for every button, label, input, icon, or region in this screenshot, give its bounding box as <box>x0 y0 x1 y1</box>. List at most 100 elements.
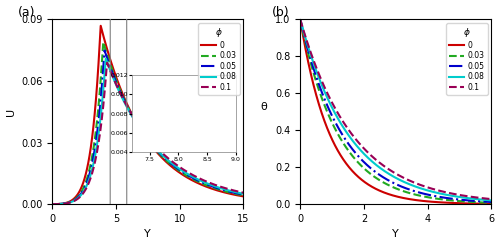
0.08 <box>98 109 104 112</box>
0.08 <box>194 177 200 180</box>
0.05 <box>297 18 303 21</box>
0 <box>177 172 183 174</box>
Line: 0.05: 0.05 <box>52 50 244 204</box>
0 <box>389 194 395 197</box>
0 <box>98 24 103 27</box>
0.08 <box>103 57 109 60</box>
0.03 <box>454 199 460 202</box>
0.05 <box>484 200 490 203</box>
0.1 <box>98 121 104 124</box>
Line: 0.03: 0.03 <box>300 19 492 203</box>
0.03 <box>136 126 142 129</box>
0.03 <box>49 203 55 206</box>
0.1 <box>194 175 200 178</box>
0 <box>454 202 460 205</box>
0.03 <box>388 185 394 188</box>
0.1 <box>83 187 89 190</box>
0 <box>411 198 417 201</box>
0 <box>194 181 200 184</box>
0.05 <box>411 190 417 193</box>
0.05 <box>177 169 183 172</box>
0.08 <box>177 168 183 171</box>
Line: 0.05: 0.05 <box>300 19 492 202</box>
0.03 <box>411 193 417 196</box>
0.05 <box>102 49 107 52</box>
0.08 <box>488 199 494 202</box>
0.1 <box>297 18 303 21</box>
0.08 <box>49 203 55 206</box>
0.05 <box>488 200 494 203</box>
0.1 <box>162 154 168 157</box>
0.05 <box>98 91 104 94</box>
0 <box>49 203 55 206</box>
0.08 <box>388 174 394 177</box>
0.08 <box>411 184 417 187</box>
Legend: 0, 0.03, 0.05, 0.08, 0.1: 0, 0.03, 0.05, 0.08, 0.1 <box>198 23 239 95</box>
0.03 <box>389 185 395 188</box>
0.1 <box>389 170 395 173</box>
0.05 <box>49 203 55 206</box>
0 <box>388 193 394 196</box>
0.05 <box>83 183 89 186</box>
0.03 <box>177 170 183 173</box>
Line: 0.03: 0.03 <box>52 42 244 204</box>
Y-axis label: U: U <box>6 108 16 116</box>
0 <box>488 202 494 205</box>
Text: (a): (a) <box>18 6 36 19</box>
0 <box>98 28 104 31</box>
0.05 <box>162 157 168 160</box>
X-axis label: Y: Y <box>144 230 151 239</box>
0.05 <box>389 181 395 184</box>
0.03 <box>488 201 494 204</box>
Line: 0.08: 0.08 <box>300 19 492 200</box>
0.08 <box>83 185 89 188</box>
0.03 <box>162 158 168 161</box>
0 <box>83 172 89 174</box>
0.08 <box>136 126 142 129</box>
0.05 <box>240 193 246 196</box>
0.1 <box>400 176 406 179</box>
0.08 <box>454 195 460 198</box>
0.1 <box>136 124 142 127</box>
0 <box>484 202 490 205</box>
Line: 0.08: 0.08 <box>52 59 244 204</box>
X-axis label: Y: Y <box>392 230 399 239</box>
Y-axis label: θ: θ <box>260 102 268 112</box>
Line: 0.1: 0.1 <box>52 63 244 204</box>
0.1 <box>177 166 183 169</box>
0 <box>136 126 142 129</box>
0.03 <box>240 194 246 197</box>
0.1 <box>454 193 460 196</box>
0.08 <box>389 174 395 177</box>
0.1 <box>411 181 417 184</box>
0.08 <box>484 199 490 202</box>
Line: 0.1: 0.1 <box>300 19 492 199</box>
0.08 <box>297 18 303 21</box>
0.1 <box>104 61 110 64</box>
0.05 <box>194 178 200 181</box>
Line: 0: 0 <box>52 26 244 204</box>
0.05 <box>454 198 460 201</box>
0.1 <box>484 197 490 200</box>
0.03 <box>194 179 200 182</box>
0.05 <box>136 125 142 128</box>
0.03 <box>100 41 106 44</box>
0 <box>400 196 406 199</box>
0.05 <box>400 186 406 189</box>
0.1 <box>240 191 246 194</box>
0.03 <box>484 201 490 204</box>
Legend: 0, 0.03, 0.05, 0.08, 0.1: 0, 0.03, 0.05, 0.08, 0.1 <box>446 23 488 95</box>
0.03 <box>400 190 406 193</box>
0.03 <box>297 18 303 21</box>
0.03 <box>83 180 89 183</box>
0.05 <box>388 180 394 183</box>
0.08 <box>400 180 406 183</box>
0.1 <box>49 203 55 206</box>
0.08 <box>162 156 168 159</box>
0.1 <box>488 198 494 201</box>
0.03 <box>98 69 104 72</box>
0.1 <box>388 169 394 172</box>
0 <box>240 195 246 198</box>
0.08 <box>240 192 246 195</box>
0 <box>162 159 168 162</box>
